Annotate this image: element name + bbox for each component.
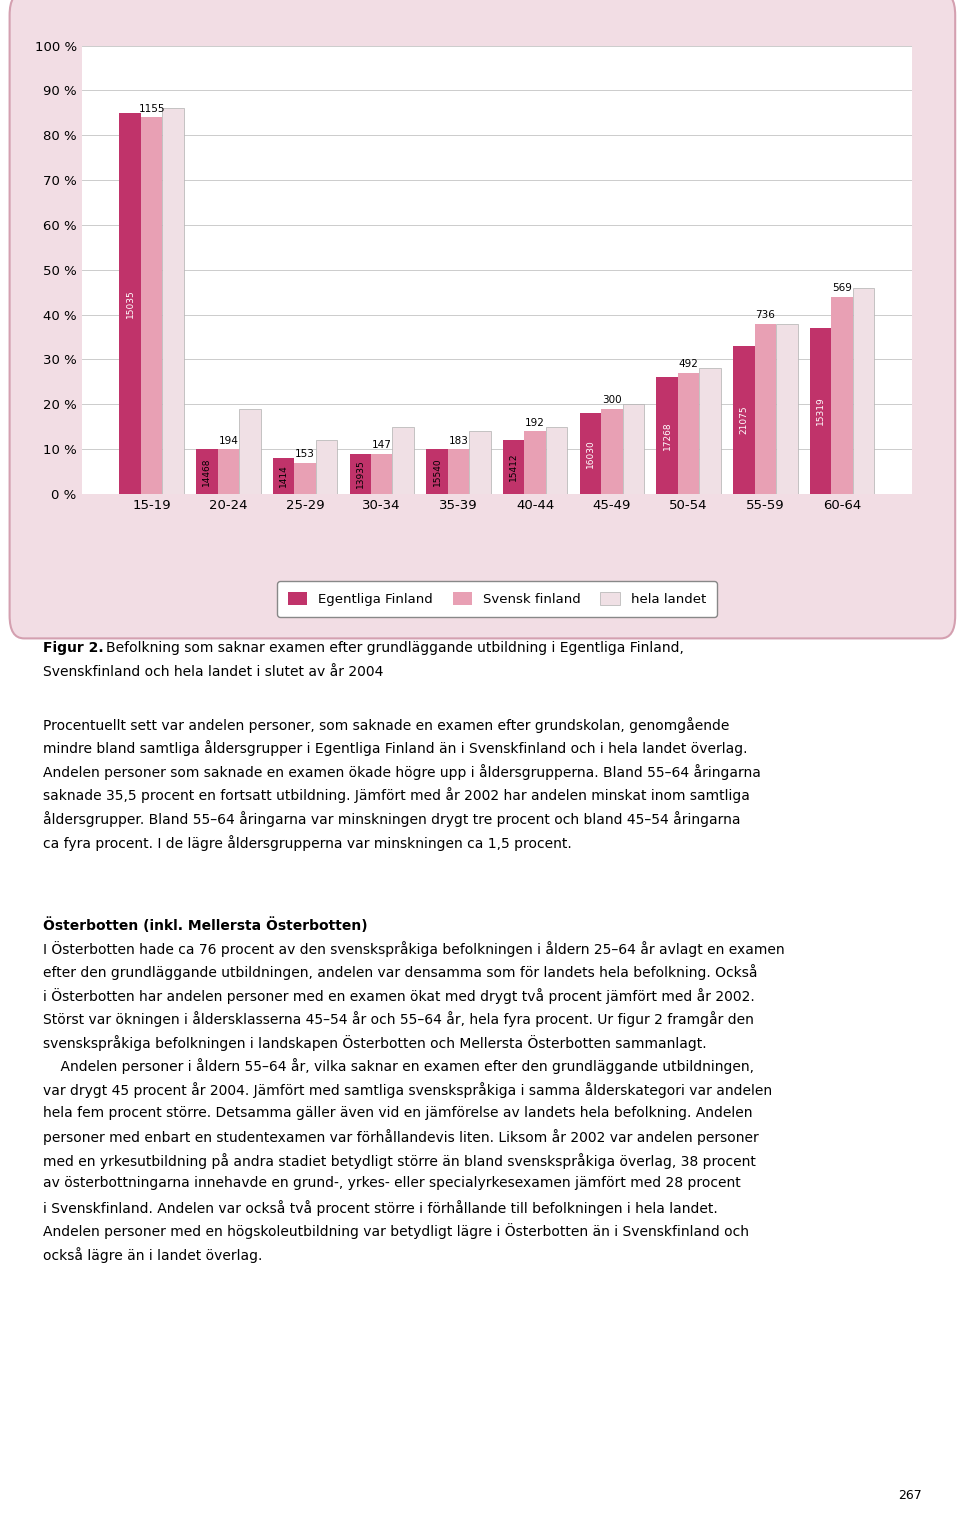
Text: 17268: 17268 <box>662 421 672 450</box>
Text: 569: 569 <box>832 283 852 293</box>
Text: Andelen personer med en högskoleutbildning var betydligt lägre i Österbotten än : Andelen personer med en högskoleutbildni… <box>43 1224 749 1239</box>
Bar <box>524 432 546 494</box>
Text: åldersgrupper. Bland 55–64 åringarna var minskningen drygt tre procent och bland: åldersgrupper. Bland 55–64 åringarna var… <box>43 812 741 827</box>
Bar <box>699 368 721 494</box>
Text: I Österbotten hade ca 76 procent av den svenskspråkiga befolkningen i åldern 25–: I Österbotten hade ca 76 procent av den … <box>43 941 785 956</box>
Bar <box>810 328 831 494</box>
Bar <box>733 347 755 494</box>
Text: Österbotten (inkl. Mellersta Österbotten): Österbotten (inkl. Mellersta Österbotten… <box>43 917 368 933</box>
Text: 267: 267 <box>898 1488 922 1502</box>
Bar <box>755 324 776 494</box>
Text: 13935: 13935 <box>356 459 365 488</box>
Bar <box>469 432 491 494</box>
Text: Befolkning som saknar examen efter grundläggande utbildning i Egentliga Finland,: Befolkning som saknar examen efter grund… <box>106 641 684 655</box>
Text: ca fyra procent. I de lägre åldersgrupperna var minskningen ca 1,5 procent.: ca fyra procent. I de lägre åldersgruppe… <box>43 834 572 851</box>
Text: 192: 192 <box>525 418 545 427</box>
Text: 183: 183 <box>448 436 468 445</box>
Bar <box>349 453 371 494</box>
Text: Andelen personer i åldern 55–64 år, vilka saknar en examen efter den grundläggan: Andelen personer i åldern 55–64 år, vilk… <box>43 1058 755 1075</box>
Text: mindre bland samtliga åldersgrupper i Egentliga Finland än i Svenskfinland och i: mindre bland samtliga åldersgrupper i Eg… <box>43 740 748 757</box>
Text: Figur 2.: Figur 2. <box>43 641 104 655</box>
Bar <box>852 287 875 494</box>
Text: 194: 194 <box>218 436 238 445</box>
Bar <box>273 458 295 494</box>
Bar <box>678 372 699 494</box>
Bar <box>162 108 183 494</box>
Text: 153: 153 <box>295 448 315 459</box>
Text: personer med enbart en studentexamen var förhållandevis liten. Liksom år 2002 va: personer med enbart en studentexamen var… <box>43 1129 759 1145</box>
Bar <box>141 117 162 494</box>
Text: 1414: 1414 <box>279 465 288 488</box>
Bar <box>119 112 141 494</box>
Bar <box>831 296 852 494</box>
Text: Procentuellt sett var andelen personer, som saknade en examen efter grundskolan,: Procentuellt sett var andelen personer, … <box>43 717 730 733</box>
Text: saknade 35,5 procent en fortsatt utbildning. Jämfört med år 2002 har andelen min: saknade 35,5 procent en fortsatt utbildn… <box>43 787 750 804</box>
Text: 147: 147 <box>372 441 392 450</box>
Text: 14468: 14468 <box>203 458 211 486</box>
Text: med en yrkesutbildning på andra stadiet betydligt större än bland svenskspråkiga: med en yrkesutbildning på andra stadiet … <box>43 1152 756 1169</box>
Text: svenskspråkiga befolkningen i landskapen Österbotten och Mellersta Österbotten s: svenskspråkiga befolkningen i landskapen… <box>43 1035 707 1050</box>
Text: 300: 300 <box>602 395 622 406</box>
Text: 15412: 15412 <box>509 453 518 482</box>
Text: Andelen personer som saknade en examen ökade högre upp i åldersgrupperna. Bland : Andelen personer som saknade en examen ö… <box>43 765 761 780</box>
Text: var drygt 45 procent år 2004. Jämfört med samtliga svenskspråkiga i samma ålders: var drygt 45 procent år 2004. Jämfört me… <box>43 1082 773 1097</box>
Bar <box>218 450 239 494</box>
Text: av österbottningarna innehavde en grund-, yrkes- eller specialyrkesexamen jämför: av österbottningarna innehavde en grund-… <box>43 1176 741 1190</box>
Text: Störst var ökningen i åldersklasserna 45–54 år och 55–64 år, hela fyra procent. : Störst var ökningen i åldersklasserna 45… <box>43 1011 754 1028</box>
Text: efter den grundläggande utbildningen, andelen var densamma som för landets hela : efter den grundläggande utbildningen, an… <box>43 964 757 980</box>
Text: 21075: 21075 <box>739 406 749 435</box>
Text: 736: 736 <box>756 310 776 321</box>
Text: 15540: 15540 <box>432 458 442 486</box>
Bar <box>316 441 337 494</box>
Text: 15319: 15319 <box>816 397 825 426</box>
Bar <box>447 450 469 494</box>
Bar <box>295 462 316 494</box>
Bar <box>503 441 524 494</box>
Bar <box>239 409 260 494</box>
Text: 1155: 1155 <box>138 103 165 114</box>
Bar <box>426 450 447 494</box>
Text: i Svenskfinland. Andelen var också två procent större i förhållande till befolkn: i Svenskfinland. Andelen var också två p… <box>43 1199 718 1216</box>
Bar <box>580 413 601 494</box>
Bar <box>601 409 623 494</box>
Bar <box>371 453 393 494</box>
Bar <box>546 427 567 494</box>
Text: Svenskfinland och hela landet i slutet av år 2004: Svenskfinland och hela landet i slutet a… <box>43 666 384 679</box>
Text: 492: 492 <box>679 359 699 369</box>
Bar <box>776 324 798 494</box>
Bar <box>623 404 644 494</box>
Text: 15035: 15035 <box>126 289 134 318</box>
Legend: Egentliga Finland, Svensk finland, hela landet: Egentliga Finland, Svensk finland, hela … <box>277 581 716 617</box>
Bar <box>657 377 678 494</box>
Bar <box>393 427 414 494</box>
Text: hela fem procent större. Detsamma gäller även vid en jämförelse av landets hela : hela fem procent större. Detsamma gäller… <box>43 1105 753 1120</box>
Text: också lägre än i landet överlag.: också lägre än i landet överlag. <box>43 1246 263 1263</box>
Bar <box>196 450 218 494</box>
Text: i Österbotten har andelen personer med en examen ökat med drygt två procent jämf: i Österbotten har andelen personer med e… <box>43 988 755 1003</box>
Text: 16030: 16030 <box>586 439 595 468</box>
